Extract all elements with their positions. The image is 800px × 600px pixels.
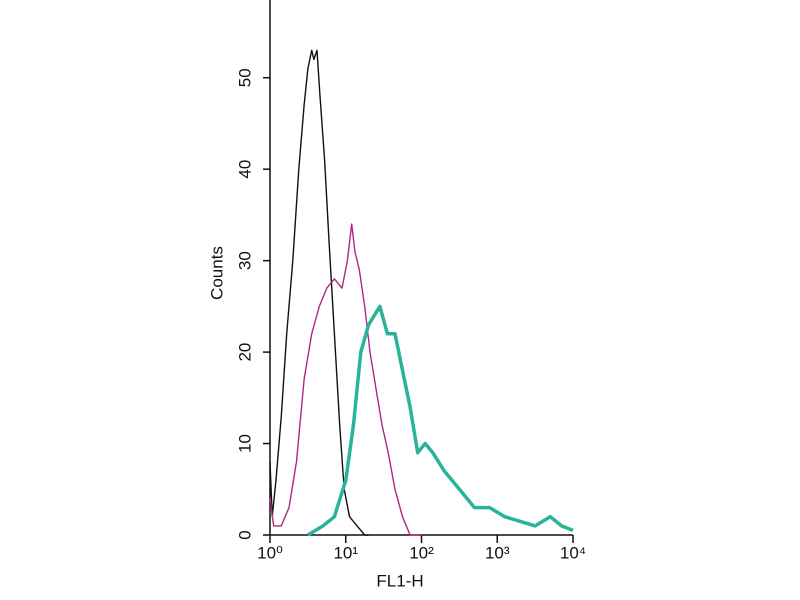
x-tick-label: 10⁴ — [560, 543, 586, 562]
histogram-line — [306, 304, 574, 537]
histogram-line — [269, 49, 369, 536]
y-tick-label: 10 — [235, 434, 254, 453]
x-tick-label: 10² — [409, 543, 434, 562]
y-tick-label: 0 — [235, 530, 254, 539]
y-tick-label: 40 — [235, 160, 254, 179]
histogram-line — [269, 223, 422, 536]
x-tick-label: 10³ — [485, 543, 510, 562]
y-axis-label: Counts — [207, 246, 226, 300]
y-tick-label: 20 — [235, 343, 254, 362]
y-tick-label: 30 — [235, 251, 254, 270]
x-axis-label: FL1-H — [376, 571, 423, 590]
y-tick-label: 50 — [235, 68, 254, 87]
x-tick-label: 10¹ — [333, 543, 358, 562]
x-tick-label: 10⁰ — [257, 543, 283, 562]
